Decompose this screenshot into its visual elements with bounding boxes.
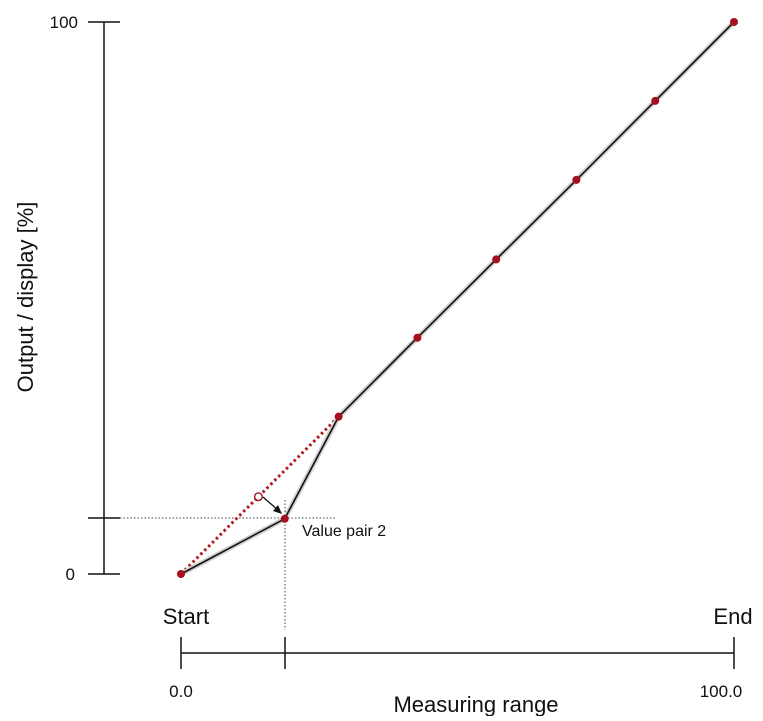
y-tick-label-bottom: 0 bbox=[66, 565, 75, 584]
y-axis-title: Output / display [%] bbox=[13, 202, 38, 393]
original-point-marker bbox=[253, 492, 263, 502]
characteristic-line bbox=[180, 21, 735, 575]
data-point bbox=[492, 255, 501, 264]
x-tick-label-right: 100.0 bbox=[700, 682, 743, 701]
data-points bbox=[177, 18, 738, 578]
data-point bbox=[334, 412, 343, 421]
data-point bbox=[730, 18, 738, 26]
x-start-label: Start bbox=[163, 604, 209, 629]
data-point bbox=[280, 514, 289, 523]
data-point bbox=[572, 175, 581, 184]
value-pair-label: Value pair 2 bbox=[302, 523, 386, 540]
data-point bbox=[651, 96, 660, 105]
x-axis-title: Measuring range bbox=[393, 692, 558, 716]
y-tick-label-top: 100 bbox=[50, 13, 78, 32]
data-point bbox=[413, 333, 422, 342]
data-point bbox=[177, 570, 185, 578]
shift-arrowhead bbox=[273, 505, 282, 514]
x-end-label: End bbox=[713, 604, 752, 629]
x-tick-label-left: 0.0 bbox=[169, 682, 193, 701]
